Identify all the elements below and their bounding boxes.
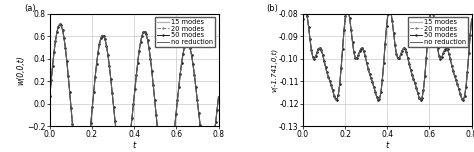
Line: 15 modes: 15 modes xyxy=(50,24,219,152)
Line: 15 modes: 15 modes xyxy=(303,9,472,100)
Text: (a): (a) xyxy=(25,4,36,13)
Text: (b): (b) xyxy=(266,4,278,13)
20 modes xyxy=(216,96,221,98)
20 modes xyxy=(346,9,351,11)
15 modes xyxy=(57,23,63,25)
no reduction xyxy=(432,23,438,25)
20 modes xyxy=(336,94,341,95)
20 modes xyxy=(57,24,63,25)
15 modes xyxy=(368,78,374,80)
Line: 20 modes: 20 modes xyxy=(48,23,220,152)
no reduction xyxy=(429,8,435,10)
no reduction xyxy=(435,49,441,50)
Line: 20 modes: 20 modes xyxy=(301,8,473,101)
no reduction xyxy=(416,96,422,98)
15 modes xyxy=(416,96,422,98)
15 modes xyxy=(182,45,188,47)
Y-axis label: v(-1.741,0,t): v(-1.741,0,t) xyxy=(271,48,278,92)
50 modes xyxy=(85,151,91,152)
20 modes xyxy=(213,121,219,123)
no reduction xyxy=(368,78,374,80)
Line: no reduction: no reduction xyxy=(303,9,472,100)
15 modes xyxy=(374,98,380,100)
Line: 50 modes: 50 modes xyxy=(302,8,473,101)
20 modes xyxy=(466,52,472,54)
20 modes xyxy=(95,52,101,54)
15 modes xyxy=(435,49,441,50)
no reduction xyxy=(216,96,221,98)
50 modes xyxy=(436,55,442,57)
50 modes xyxy=(336,94,341,95)
no reduction xyxy=(317,47,323,49)
50 modes xyxy=(95,52,101,54)
50 modes xyxy=(143,33,149,35)
15 modes xyxy=(47,95,53,97)
20 modes xyxy=(418,99,423,101)
50 modes xyxy=(418,99,423,101)
20 modes xyxy=(436,55,442,57)
15 modes xyxy=(429,8,435,10)
15 modes xyxy=(334,99,339,101)
50 modes xyxy=(419,97,425,99)
Line: no reduction: no reduction xyxy=(50,24,219,152)
50 modes xyxy=(469,18,474,20)
X-axis label: t: t xyxy=(133,141,136,150)
50 modes xyxy=(57,24,63,25)
15 modes xyxy=(116,148,121,150)
no reduction xyxy=(469,18,474,20)
15 modes xyxy=(469,18,474,20)
50 modes xyxy=(386,8,392,10)
no reduction xyxy=(300,18,306,20)
Line: 50 modes: 50 modes xyxy=(49,23,219,152)
15 modes xyxy=(317,47,323,49)
50 modes xyxy=(395,57,401,59)
Legend: 15 modes, 20 modes, 50 modes, no reduction: 15 modes, 20 modes, 50 modes, no reducti… xyxy=(408,17,468,47)
50 modes xyxy=(300,18,306,20)
20 modes xyxy=(47,95,53,97)
50 modes xyxy=(466,52,472,54)
no reduction xyxy=(179,62,184,63)
20 modes xyxy=(419,97,425,99)
20 modes xyxy=(386,8,392,10)
no reduction xyxy=(116,148,121,150)
X-axis label: t: t xyxy=(386,141,389,150)
no reduction xyxy=(374,98,380,100)
no reduction xyxy=(57,23,63,25)
50 modes xyxy=(183,42,189,44)
15 modes xyxy=(179,62,184,63)
Y-axis label: w(0,0,t): w(0,0,t) xyxy=(17,55,26,85)
20 modes xyxy=(85,151,91,152)
15 modes xyxy=(300,18,306,20)
20 modes xyxy=(300,18,306,20)
no reduction xyxy=(334,99,339,101)
no reduction xyxy=(64,64,70,66)
50 modes xyxy=(47,95,53,97)
20 modes xyxy=(469,18,474,20)
Legend: 15 modes, 20 modes, 50 modes, no reduction: 15 modes, 20 modes, 50 modes, no reducti… xyxy=(155,17,215,47)
50 modes xyxy=(216,96,221,98)
20 modes xyxy=(183,42,189,44)
15 modes xyxy=(432,23,438,25)
no reduction xyxy=(47,95,53,97)
15 modes xyxy=(64,64,70,66)
50 modes xyxy=(213,121,219,123)
no reduction xyxy=(182,45,188,47)
20 modes xyxy=(395,57,401,59)
15 modes xyxy=(216,96,221,98)
20 modes xyxy=(143,33,149,35)
50 modes xyxy=(346,9,351,11)
